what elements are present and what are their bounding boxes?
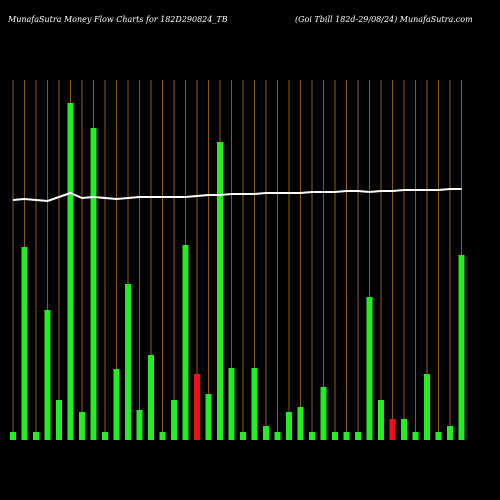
bar: [102, 432, 108, 440]
bar: [412, 432, 419, 440]
bar: [56, 400, 62, 440]
bar: [309, 432, 315, 440]
bar: [355, 432, 361, 440]
bar: [458, 255, 465, 440]
bar: [251, 368, 258, 440]
chart-title: MunafaSutra Money Flow Charts for 182D29…: [7, 15, 228, 24]
bar: [366, 297, 373, 440]
bar: [33, 432, 39, 440]
bar: [67, 103, 74, 440]
bar: [389, 419, 396, 440]
bar: [171, 400, 177, 440]
bar: [182, 245, 189, 440]
bar: [378, 400, 384, 440]
bar: [297, 407, 304, 440]
bar: [159, 432, 166, 440]
bar: [44, 310, 51, 440]
bar: [320, 387, 327, 440]
bar: [263, 426, 269, 440]
bar: [148, 355, 154, 440]
bar: [228, 368, 235, 440]
bar: [194, 374, 200, 440]
bar: [435, 432, 442, 440]
bar: [240, 432, 246, 440]
bar: [217, 142, 223, 440]
bar: [332, 432, 338, 440]
bar: [79, 412, 85, 440]
bar: [125, 284, 131, 440]
bar: [447, 426, 453, 440]
bar: [113, 369, 120, 440]
bar: [274, 432, 281, 440]
bar: [343, 432, 350, 440]
money-flow-line: [12, 188, 462, 203]
bar: [424, 374, 430, 440]
bar: [10, 432, 16, 440]
bar: [286, 412, 292, 440]
chart-subtitle: (Goi Tbill 182d-29/08/24) MunafaSutra.co…: [295, 15, 473, 24]
bar: [401, 419, 407, 440]
bar: [90, 128, 97, 440]
bar: [136, 410, 143, 440]
bar: [21, 247, 28, 440]
bar: [205, 394, 212, 440]
